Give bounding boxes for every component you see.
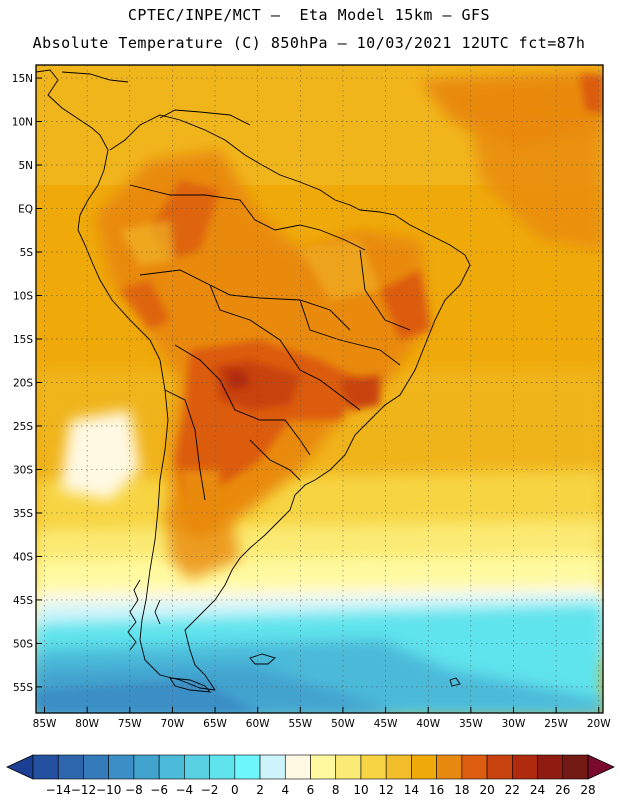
colorbar-label: 18	[454, 783, 469, 797]
colorbar-label: −2	[201, 783, 219, 797]
latitude-tick-label: 25S	[13, 421, 33, 433]
colorbar-box	[385, 754, 412, 780]
latitude-tick-label: 15N	[12, 73, 33, 85]
longitude-tick-label: 55W	[288, 718, 312, 730]
colorbar-label: −4	[176, 783, 194, 797]
latitude-tick-label: 10S	[13, 290, 33, 302]
colorbar-box	[32, 754, 59, 780]
colorbar-label: −14	[46, 783, 71, 797]
longitude-tick-label: 60W	[246, 718, 270, 730]
latitude-tick-label: 10N	[12, 117, 33, 129]
colorbar-label: 2	[256, 783, 264, 797]
latitude-tick-label: 40S	[13, 551, 33, 563]
latitude-tick-label: 50S	[13, 638, 33, 650]
colorbar-label: 22	[505, 783, 520, 797]
latitude-tick-label: 15S	[13, 334, 33, 346]
temperature-field	[36, 65, 603, 713]
colorbar-box	[158, 754, 185, 780]
colorbar-box	[360, 754, 387, 780]
latitude-tick-label: 20S	[13, 377, 33, 389]
colorbar-box	[335, 754, 362, 780]
longitude-tick-label: 45W	[374, 718, 398, 730]
colorbar-label: 12	[379, 783, 394, 797]
longitude-tick-label: 50W	[331, 718, 355, 730]
latitude-tick-label: 5S	[20, 247, 34, 259]
grid-lines	[36, 65, 603, 713]
latitude-tick-label: 45S	[13, 595, 33, 607]
colorbar-box	[284, 754, 311, 780]
colorbar-box	[411, 754, 437, 780]
latitude-tick-label: 30S	[13, 464, 33, 476]
colorbar-box	[562, 754, 589, 780]
longitude-tick-label: 70W	[161, 718, 185, 730]
coastlines	[36, 69, 471, 693]
colorbar-label: −6	[150, 783, 168, 797]
colorbar-label: −12	[71, 783, 96, 797]
longitude-tick-label: 40W	[416, 718, 440, 730]
map-frame	[35, 64, 604, 714]
colorbar-box	[108, 754, 135, 780]
colorbar-label: 4	[281, 783, 289, 797]
chart-title-line-2: Absolute Temperature (C) 850hPa – 10/03/…	[32, 34, 586, 52]
colorbar-label: 8	[332, 783, 340, 797]
colorbar-label: −8	[125, 783, 143, 797]
colorbar-box	[310, 754, 337, 780]
longitude-tick-label: 65W	[203, 718, 227, 730]
colorbar-box	[184, 754, 210, 780]
colorbar-label: 24	[530, 783, 545, 797]
longitude-tick-label: 30W	[502, 718, 526, 730]
chart-title-line-1: CPTEC/INPE/MCT – Eta Model 15km – GFS	[127, 6, 491, 24]
colorbar-max-arrow	[587, 754, 615, 780]
colorbar-min-arrow	[6, 754, 34, 780]
colorbar-box	[537, 754, 564, 780]
colorbar-box	[57, 754, 84, 780]
colorbar-label: 20	[479, 783, 494, 797]
colorbar-label: 16	[429, 783, 444, 797]
colorbar-label: 28	[580, 783, 595, 797]
latitude-tick-label: EQ	[18, 204, 33, 216]
colorbar-box	[209, 754, 236, 780]
longitude-tick-label: 75W	[118, 718, 142, 730]
longitude-tick-label: 85W	[33, 718, 57, 730]
colorbar-label: −10	[96, 783, 121, 797]
colorbar-box	[259, 754, 286, 780]
colorbar-label: 0	[231, 783, 239, 797]
colorbar-label: 14	[404, 783, 419, 797]
longitude-tick-label: 35W	[459, 718, 483, 730]
colorbar-box	[486, 754, 513, 780]
colorbar-label: 10	[353, 783, 368, 797]
longitude-tick-label: 25W	[544, 718, 568, 730]
longitude-tick-label: 20W	[587, 718, 611, 730]
colorbar-box	[461, 754, 488, 780]
longitude-axis: 85W 80W 75W 70W 65W 60W 55W 50W 45W 40W 35W 30W 25W 2…	[33, 707, 611, 730]
colorbar-label: 6	[307, 783, 315, 797]
colorbar-box	[133, 754, 160, 780]
latitude-tick-label: 5N	[18, 160, 33, 172]
longitude-tick-label: 80W	[75, 718, 99, 730]
colorbar-box	[512, 754, 538, 780]
latitude-tick-label: 55S	[13, 682, 33, 694]
colorbar-box	[234, 754, 261, 780]
latitude-tick-label: 35S	[13, 508, 33, 520]
colorbar-box	[83, 754, 109, 780]
latitude-axis: 15N 10N 5N EQ 5S 10S 15S 20S 25S 30S 35S 40S 45S 50S 5…	[12, 73, 42, 694]
colorbar-label: 26	[555, 783, 570, 797]
colorbar-box	[436, 754, 463, 780]
